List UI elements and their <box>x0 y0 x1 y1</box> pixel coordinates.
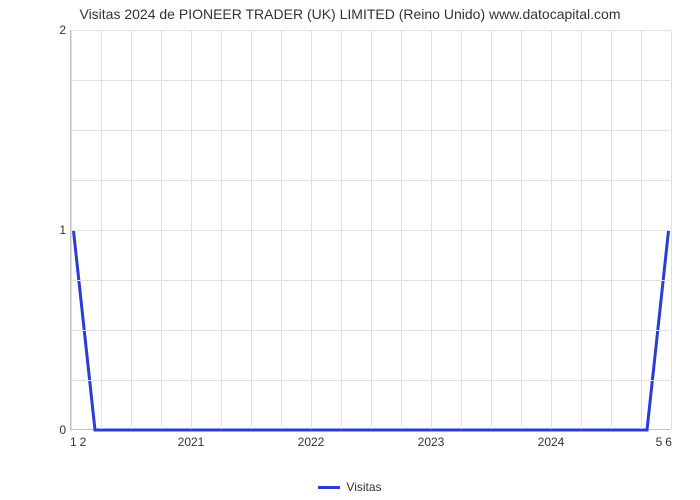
y-tick-label: 0 <box>51 423 66 437</box>
x-tick-label-year: 2021 <box>178 435 205 449</box>
plot-area: 01220212022202320241256 <box>70 30 670 430</box>
y-tick-label: 2 <box>51 23 66 37</box>
gridline-vertical <box>551 30 552 429</box>
gridline-vertical <box>461 30 462 429</box>
gridline-vertical <box>191 30 192 429</box>
gridline-vertical <box>341 30 342 429</box>
x-tick-label-year: 2023 <box>418 435 445 449</box>
y-tick-label: 1 <box>51 223 66 237</box>
gridline-vertical <box>581 30 582 429</box>
x-tick-label-numeric: 2 <box>80 435 87 449</box>
legend-swatch <box>318 486 340 489</box>
x-tick-label-numeric: 1 <box>70 435 77 449</box>
gridline-vertical <box>431 30 432 429</box>
x-tick-label-numeric: 5 <box>656 435 663 449</box>
gridline-vertical <box>251 30 252 429</box>
gridline-vertical <box>611 30 612 429</box>
x-tick-label-year: 2024 <box>538 435 565 449</box>
gridline-vertical <box>311 30 312 429</box>
gridline-vertical <box>131 30 132 429</box>
gridline-vertical <box>641 30 642 429</box>
chart-container: 01220212022202320241256 <box>50 30 670 445</box>
chart-title: Visitas 2024 de PIONEER TRADER (UK) LIMI… <box>0 0 700 22</box>
gridline-vertical <box>491 30 492 429</box>
gridline-vertical <box>371 30 372 429</box>
gridline-vertical <box>221 30 222 429</box>
gridline-vertical <box>281 30 282 429</box>
gridline-vertical <box>71 30 72 429</box>
legend: Visitas <box>0 479 700 494</box>
gridline-vertical <box>521 30 522 429</box>
x-tick-label-year: 2022 <box>298 435 325 449</box>
legend-label: Visitas <box>346 480 381 494</box>
gridline-vertical <box>401 30 402 429</box>
x-tick-label-numeric: 6 <box>665 435 672 449</box>
gridline-vertical <box>101 30 102 429</box>
gridline-vertical <box>671 30 672 429</box>
gridline-vertical <box>161 30 162 429</box>
